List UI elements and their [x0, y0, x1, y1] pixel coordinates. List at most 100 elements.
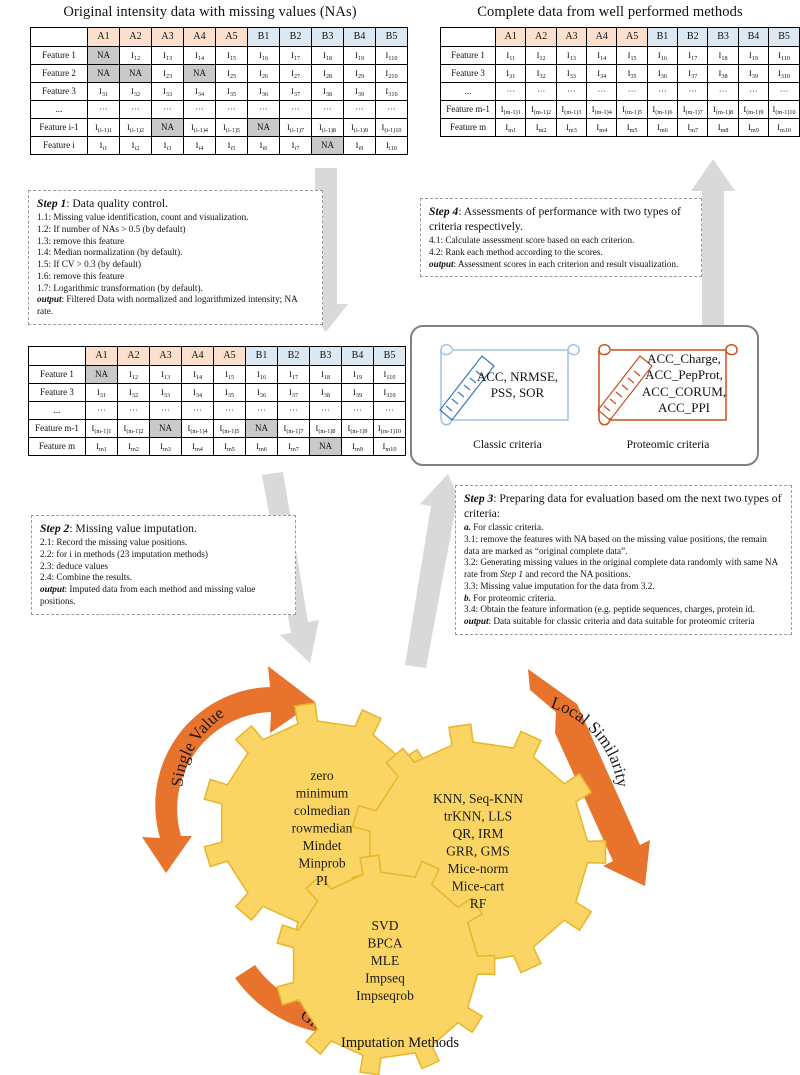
table-cell: I33 [149, 383, 182, 402]
complete-table-title: Complete data from well performed method… [477, 4, 743, 20]
column-header: A1 [87, 27, 120, 47]
step3-line-31: 3.1: remove the features with NA based o… [464, 533, 767, 556]
table-row: Feature 3 I31 I32 I33 I34 I35 I36 I37 I38 I39 I310 [439, 64, 800, 83]
row-header: ... [439, 82, 497, 101]
table-cell: I(i-1)2 [119, 118, 152, 137]
table-cell: I(m-1)8 [309, 419, 342, 438]
table-cell: Im7 [277, 437, 310, 456]
table-cell: I14 [183, 46, 216, 65]
column-header: B4 [343, 27, 376, 47]
table-cell: I(m-1)7 [277, 419, 310, 438]
table-cell: I14 [586, 46, 618, 65]
table-cell: I(i-1)9 [343, 118, 376, 137]
table-cell: Ii6 [247, 136, 280, 155]
table-cell: I(m-1)1 [85, 419, 118, 438]
table-cell: I19 [341, 365, 374, 384]
proteomic-criteria-scroll-icon [597, 344, 738, 426]
gear-local-similarity-method-list: KNN, Seq-KNN trKNN, LLS QR, IRM GRR, GMS Mic… [433, 791, 523, 911]
table-cell: I16 [247, 46, 280, 65]
table-cell: I(m-1)5 [213, 419, 246, 438]
table-cell: I(m-1)2 [117, 419, 150, 438]
table-cell: Ii3 [151, 136, 184, 155]
gear-method-item: BPCA [367, 936, 403, 951]
table-cell: ··· [586, 82, 618, 101]
table-cell: I110 [375, 46, 408, 65]
table-cell: ··· [707, 82, 739, 101]
column-header: A5 [213, 346, 246, 366]
table-cell: Im9 [341, 437, 374, 456]
table-cell: I15 [213, 365, 246, 384]
table-cell: I18 [309, 365, 342, 384]
table-cell: I(m-1)9 [341, 419, 374, 438]
table-cell: I(i-1)8 [311, 118, 344, 137]
gear-method-item: minimum [296, 786, 349, 801]
table-cell: Im3 [149, 437, 182, 456]
table-cell: I26 [247, 64, 280, 83]
step2-line: 2.1: Record the missing value positions. [40, 537, 188, 548]
step2-box: Step 2: Missing value imputation. 2.1: R… [31, 515, 296, 615]
table-cell: Im1 [85, 437, 118, 456]
step3-heading-rest: : Preparing data for evaluation based om… [464, 492, 782, 521]
table-cell: I39 [341, 383, 374, 402]
complete-data-table: A1 A2 A3 A4 A5 B1 B2 B3 B4 B5 Feature 1 I11 I12 I13 I1… [439, 27, 800, 137]
table-row: ... ··· ··· ··· ··· ··· ··· ··· ··· ··· ··· [28, 401, 406, 420]
table-row: Feature m Im1 Im2 Im3 Im4 Im5 Im6 Im7 Im8 Im9 Im10 [439, 118, 800, 137]
row-header: Feature 3 [28, 383, 86, 402]
table-cell: Ii9 [343, 136, 376, 155]
table-cell: Im9 [737, 118, 770, 137]
table-cell: I32 [119, 82, 152, 101]
table-cell: I12 [119, 46, 152, 65]
table-header-row: A1 A2 A3 A4 A5 B1 B2 B3 B4 B5 [439, 27, 800, 47]
table-cell: I(i-1)10 [375, 118, 408, 137]
table-row: Feature 3 I31 I32 I33 I34 I35 I36 I37 I38 I39 I310 [30, 82, 408, 101]
gear-global-structure-method-list: SVD BPCA MLE Impseq Impseqrob [356, 918, 414, 1003]
column-header: B1 [247, 27, 280, 47]
table-cell: I36 [247, 82, 280, 101]
column-header: A3 [555, 27, 588, 47]
table-cell: Im2 [525, 118, 557, 137]
table-cell: ··· [677, 82, 709, 101]
column-header: A2 [119, 27, 152, 47]
table-cell: I13 [151, 46, 184, 65]
table-cell: I37 [277, 383, 310, 402]
proteomic-criteria-line: ACC_PepProt, [645, 367, 723, 383]
table-cell: I(m-1)4 [586, 100, 618, 119]
step1-output-text: : Filtered Data with normalized and loga… [37, 294, 298, 317]
table-cell: I(m-1)4 [181, 419, 214, 438]
classic-criteria-scroll-icon [439, 344, 580, 426]
filtered-data-table: A1 A2 A3 A4 A5 B1 B2 B3 B4 B5 Feature 1 NA I12 I13 I14… [28, 346, 406, 456]
gear-global-structure [276, 854, 496, 1075]
step2-output-label: output [40, 584, 65, 595]
table-cell: I19 [343, 46, 376, 65]
row-header: Feature m [28, 437, 86, 456]
step2-line: 2.3: deduce values [40, 560, 109, 571]
step1-heading: Step 1: Data quality control. [37, 196, 315, 211]
table-cell: ··· [279, 100, 312, 119]
table-cell: I(m-1)3 [555, 100, 588, 119]
table-cell: I18 [707, 46, 739, 65]
table-cell: ··· [183, 100, 216, 119]
table-row: ... ··· ··· ··· ··· ··· ··· ··· ··· ··· ··· [439, 82, 800, 101]
step3-line-32-post: and record the NA positions. [522, 569, 631, 580]
column-header: B2 [279, 27, 312, 47]
table-cell: I31 [85, 383, 118, 402]
step1-line: 1.2: If number of NAs > 0.5 (by default) [37, 223, 186, 234]
gear-method-item: GRR, GMS [446, 844, 510, 859]
gear-method-item: Impseqrob [356, 988, 414, 1003]
step1-line: 1.7: Logarithmic transformation (by defa… [37, 282, 203, 293]
table-cell: I15 [616, 46, 648, 65]
row-header: Feature 2 [30, 64, 88, 83]
table-cell: I(i-1)1 [87, 118, 120, 137]
table-row: Feature i-1 I(i-1)1 I(i-1)2 NA I(i-1)4 I(i-1)… [30, 118, 408, 137]
table-cell: I37 [677, 64, 709, 83]
table-cell: ··· [341, 401, 374, 420]
step2-output-text: : Imputed data from each method and miss… [40, 584, 256, 606]
gear-method-item: Minprob [298, 856, 346, 871]
step2-heading-rest: : Missing value imputation. [69, 522, 197, 535]
table-row: Feature i Ii1 Ii2 Ii3 Ii4 Ii5 Ii6 Ii7 NA Ii9 Ii10 [30, 136, 408, 155]
table-cell: ··· [247, 100, 280, 119]
table-cell: Im7 [677, 118, 709, 137]
table-cell: Ii2 [119, 136, 152, 155]
table-cell: I310 [768, 64, 800, 83]
column-header: B3 [309, 346, 342, 366]
